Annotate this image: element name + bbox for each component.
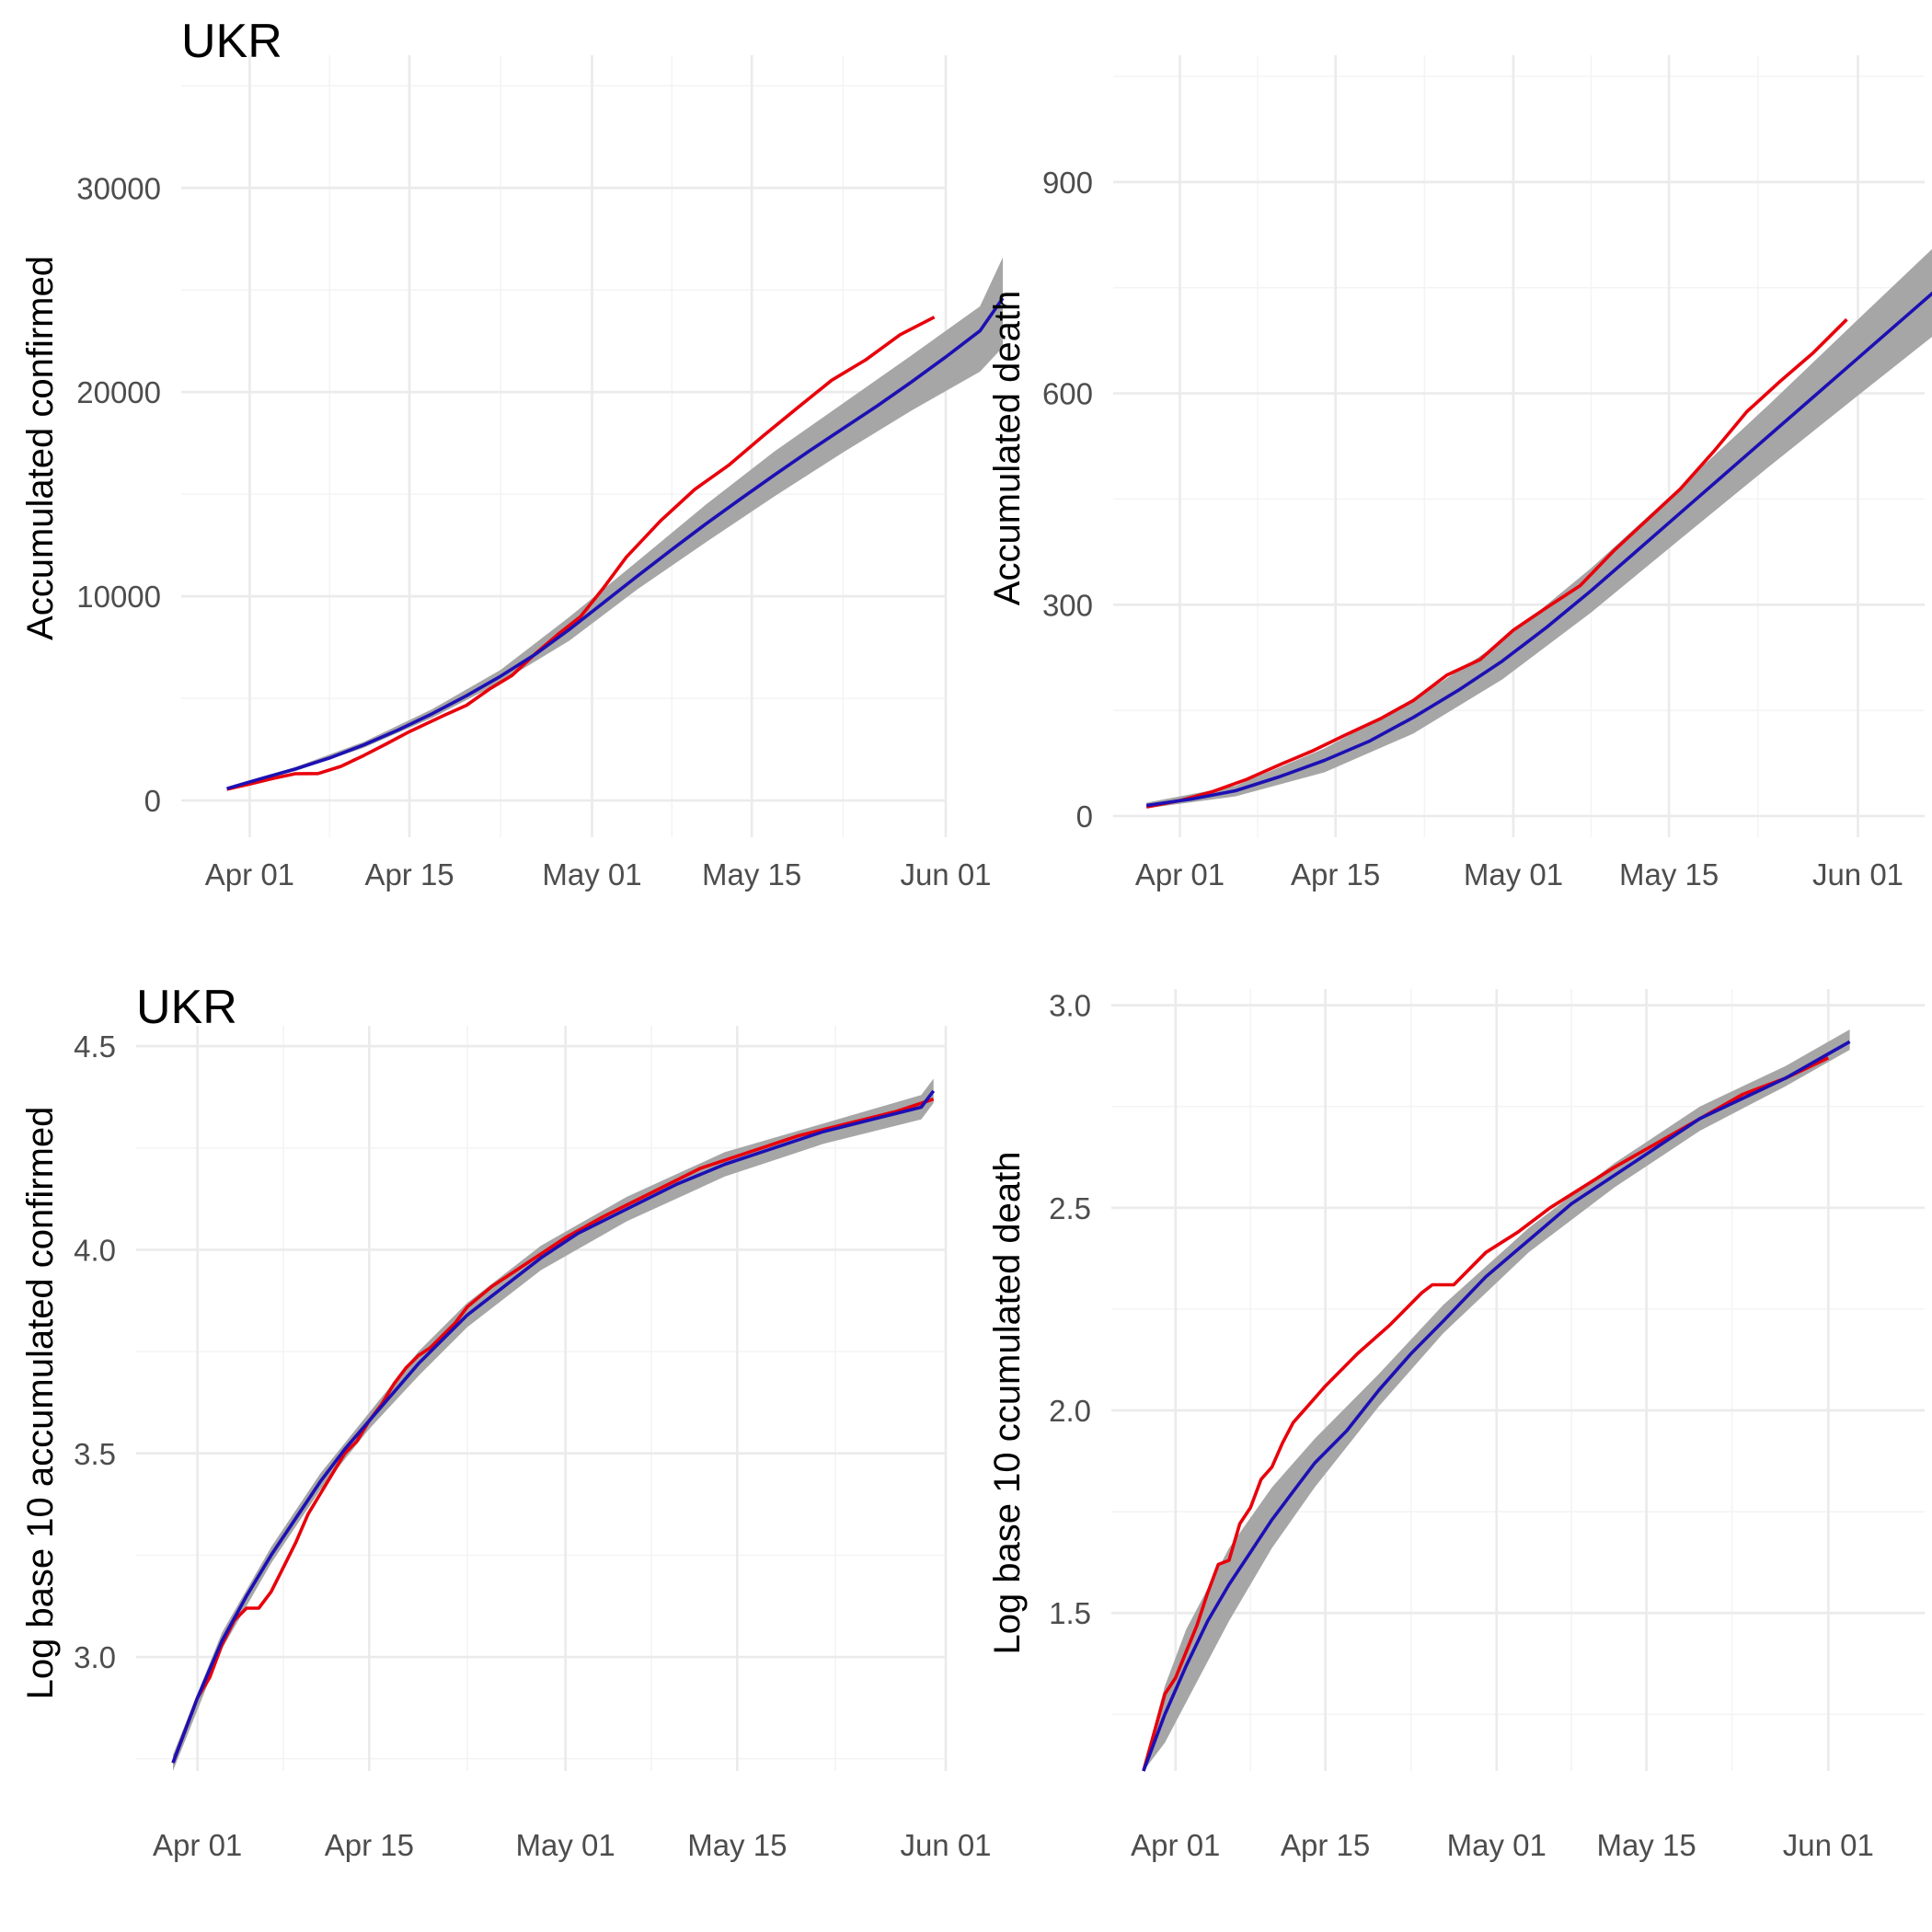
y-tick-label: 20000 bbox=[76, 375, 161, 409]
x-tick-label: Apr 15 bbox=[325, 1828, 414, 1862]
fitted-line bbox=[1145, 291, 1932, 808]
x-tick-label: Apr 01 bbox=[205, 857, 294, 891]
observed-line bbox=[226, 316, 936, 791]
x-tick-label: May 01 bbox=[1464, 857, 1563, 891]
y-tick-label: 3.5 bbox=[74, 1437, 116, 1471]
panel-4: Apr 01 Apr 15 May 01 May 15 Jun 01 1.5 2.0 2.5 3… bbox=[987, 989, 1925, 1862]
x-tick-label: May 15 bbox=[1619, 857, 1719, 891]
y-tick-label: 4.5 bbox=[74, 1029, 116, 1064]
y-tick-label: 30000 bbox=[76, 171, 161, 205]
x-tick-label: Jun 01 bbox=[1783, 1828, 1874, 1862]
x-tick-label: May 01 bbox=[542, 857, 641, 891]
observed-line bbox=[171, 1097, 935, 1764]
y-tick-label: 3.0 bbox=[1049, 989, 1091, 1023]
y-tick-label: 10000 bbox=[76, 580, 161, 614]
x-tick-label: May 15 bbox=[702, 857, 801, 891]
x-tick-label: Apr 15 bbox=[1281, 1828, 1370, 1862]
y-tick-label: 3.0 bbox=[74, 1640, 116, 1674]
x-tick-label: Jun 01 bbox=[900, 857, 991, 891]
y-axis-title: Log base 10 ccumulated death bbox=[987, 1151, 1028, 1654]
panel-title: UKR bbox=[136, 981, 237, 1034]
y-axis-title: Accumulated confirmed bbox=[20, 256, 61, 640]
x-tick-label: Apr 15 bbox=[1291, 857, 1380, 891]
y-axis-title: Accumulated death bbox=[987, 291, 1028, 605]
y-tick-label: 1.5 bbox=[1049, 1596, 1091, 1630]
y-tick-label: 900 bbox=[1042, 166, 1093, 200]
x-tick-label: Apr 15 bbox=[364, 857, 454, 891]
panel-3: Apr 01 Apr 15 May 01 May 15 Jun 01 3.0 3.5 4.0 4… bbox=[20, 981, 992, 1862]
x-tick-label: Jun 01 bbox=[1812, 857, 1903, 891]
x-tick-label: May 15 bbox=[687, 1828, 787, 1862]
confidence-ribbon bbox=[173, 1078, 934, 1771]
y-tick-label: 300 bbox=[1042, 588, 1093, 622]
y-tick-label: 600 bbox=[1042, 377, 1093, 411]
x-tick-label: Apr 01 bbox=[153, 1828, 242, 1862]
fitted-line bbox=[1142, 1040, 1851, 1772]
observed-line bbox=[1142, 1056, 1830, 1772]
x-tick-label: May 15 bbox=[1596, 1828, 1696, 1862]
x-tick-label: Apr 01 bbox=[1135, 857, 1225, 891]
y-tick-label: 2.0 bbox=[1049, 1394, 1091, 1428]
x-tick-label: May 01 bbox=[516, 1828, 615, 1862]
y-axis-title: Log base 10 accumulated confirmed bbox=[20, 1107, 61, 1700]
y-tick-label: 0 bbox=[1076, 799, 1093, 834]
fitted-line bbox=[171, 1089, 936, 1764]
x-tick-label: Apr 01 bbox=[1131, 1828, 1220, 1862]
y-tick-label: 0 bbox=[144, 784, 161, 818]
panel-2: Apr 01 Apr 15 May 01 May 15 Jun 01 0 300 600 900… bbox=[987, 55, 1932, 891]
x-tick-label: May 01 bbox=[1447, 1828, 1547, 1862]
panel-1: Apr 01 Apr 15 May 01 May 15 Jun 01 0 10000 2000… bbox=[20, 15, 1005, 891]
y-tick-label: 2.5 bbox=[1049, 1191, 1091, 1225]
observed-line bbox=[1145, 317, 1848, 809]
confidence-ribbon bbox=[226, 257, 1004, 790]
panel-title: UKR bbox=[181, 15, 282, 68]
y-tick-label: 4.0 bbox=[74, 1233, 116, 1267]
fitted-line bbox=[226, 297, 1005, 790]
x-tick-label: Jun 01 bbox=[900, 1828, 991, 1862]
